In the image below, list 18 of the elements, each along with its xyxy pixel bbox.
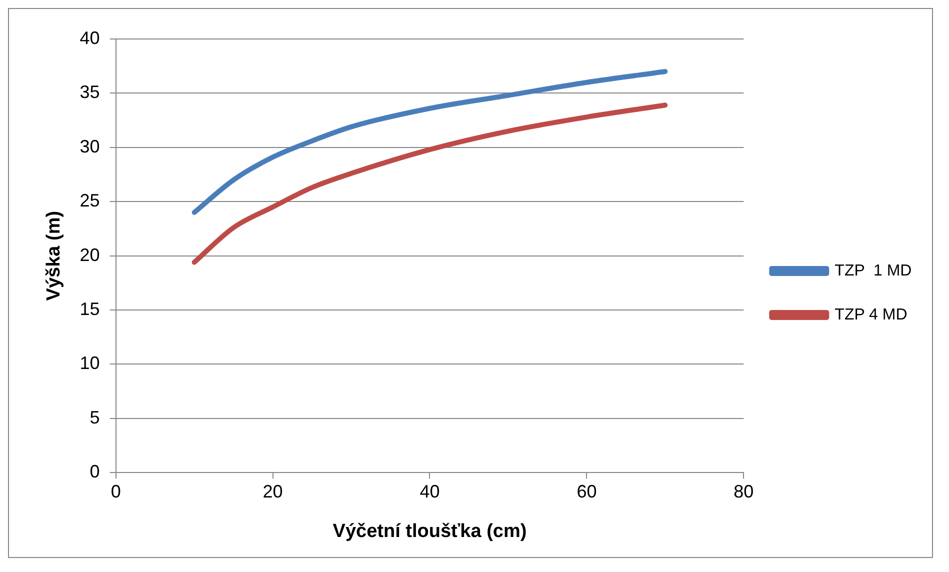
- y-axis-title: Výška (m): [44, 210, 65, 301]
- y-tick-label: 15: [80, 298, 100, 319]
- y-tick-label: 30: [80, 136, 100, 156]
- x-tick-label: 40: [420, 481, 440, 502]
- legend-label: TZP 1 MD: [834, 262, 912, 280]
- x-axis-title: Výčetní tloušťka (cm): [332, 520, 527, 542]
- y-tick-label: 25: [80, 190, 100, 211]
- y-tick-label: 10: [80, 353, 100, 374]
- x-tick-label: 20: [262, 481, 283, 502]
- x-tick-label: 0: [110, 481, 121, 502]
- x-tick-label: 60: [576, 481, 597, 502]
- legend-label: TZP 4 MD: [834, 306, 908, 324]
- y-tick-label: 35: [80, 82, 100, 102]
- x-tick-label: 80: [734, 481, 754, 502]
- y-tick-label: 20: [80, 244, 100, 265]
- y-tick-label: 5: [90, 407, 100, 428]
- y-tick-label: 40: [80, 28, 100, 48]
- y-tick-label: 0: [90, 462, 100, 482]
